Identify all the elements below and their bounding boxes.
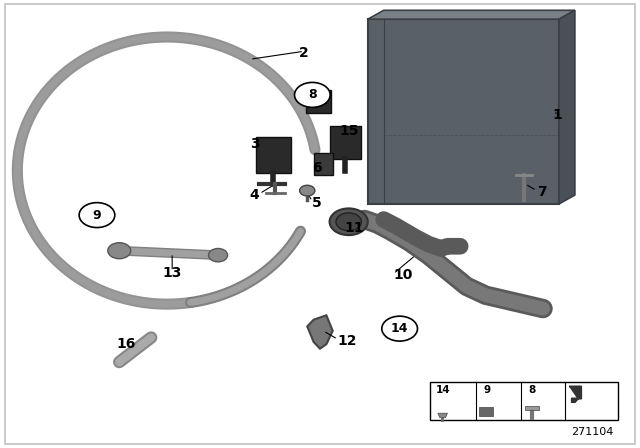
Circle shape <box>330 208 368 235</box>
Text: 14: 14 <box>391 322 408 335</box>
Polygon shape <box>368 10 575 19</box>
Circle shape <box>336 213 362 231</box>
Circle shape <box>108 243 131 259</box>
Text: 13: 13 <box>163 266 182 280</box>
Polygon shape <box>306 90 332 113</box>
Text: 12: 12 <box>338 334 357 348</box>
FancyBboxPatch shape <box>429 382 618 420</box>
Polygon shape <box>438 413 447 418</box>
Text: 9: 9 <box>93 209 101 222</box>
Polygon shape <box>256 137 291 173</box>
Polygon shape <box>314 153 333 175</box>
Text: 1: 1 <box>552 108 563 122</box>
Text: 8: 8 <box>308 88 317 101</box>
Polygon shape <box>368 19 559 204</box>
Text: 6: 6 <box>312 161 322 175</box>
Text: 14: 14 <box>436 385 451 396</box>
Text: 16: 16 <box>116 337 135 351</box>
Text: 3: 3 <box>250 137 259 151</box>
Text: 15: 15 <box>339 125 358 138</box>
Text: 9: 9 <box>483 385 490 396</box>
Text: 10: 10 <box>394 268 413 282</box>
Text: 271104: 271104 <box>571 427 613 437</box>
Polygon shape <box>330 126 362 159</box>
Bar <box>479 407 493 416</box>
Text: 2: 2 <box>299 46 309 60</box>
Polygon shape <box>307 315 333 349</box>
Circle shape <box>382 316 417 341</box>
Text: 8: 8 <box>528 385 535 396</box>
Text: 11: 11 <box>344 220 364 235</box>
Text: 7: 7 <box>537 185 547 199</box>
Text: 4: 4 <box>250 188 259 202</box>
Polygon shape <box>559 10 575 204</box>
Circle shape <box>209 249 228 262</box>
Circle shape <box>79 202 115 228</box>
Circle shape <box>294 82 330 108</box>
Polygon shape <box>570 387 581 402</box>
Bar <box>525 405 539 409</box>
Text: 5: 5 <box>312 196 322 210</box>
Circle shape <box>300 185 315 196</box>
